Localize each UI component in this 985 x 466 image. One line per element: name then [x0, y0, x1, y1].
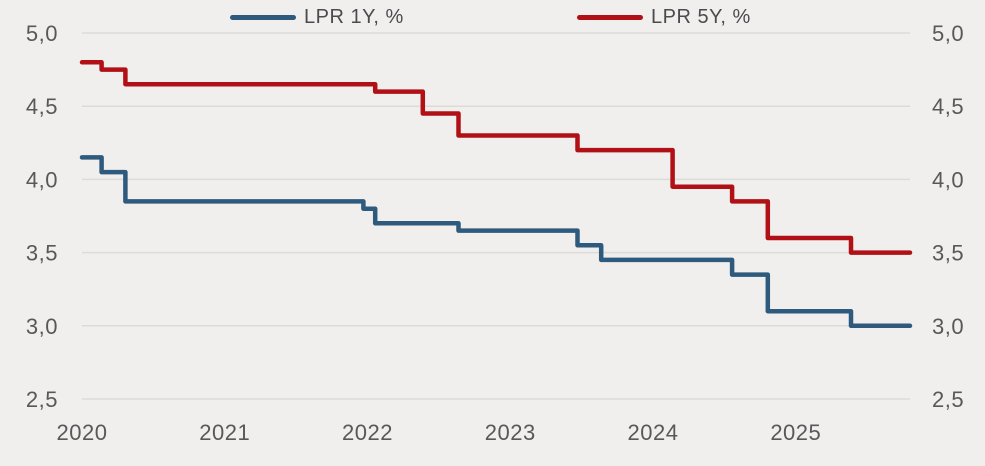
- y-tick-label-left: 5,0: [26, 21, 58, 46]
- legend-item-lpr-1y: LPR 1Y, %: [230, 6, 404, 28]
- x-tick-label: 2025: [770, 420, 821, 445]
- y-tick-label-right: 3,5: [932, 241, 964, 266]
- legend-label-lpr-1y: LPR 1Y, %: [304, 5, 404, 28]
- legend-line-swatch-red: [577, 14, 643, 20]
- legend-label-lpr-5y: LPR 5Y, %: [651, 5, 751, 28]
- x-tick-label: 2022: [342, 420, 393, 445]
- y-tick-label-right: 3,0: [932, 314, 964, 339]
- x-tick-label: 2020: [57, 420, 108, 445]
- y-tick-label-right: 4,0: [932, 167, 964, 192]
- y-tick-label-left: 4,5: [26, 94, 58, 119]
- x-tick-label: 2021: [199, 420, 250, 445]
- y-tick-label-left: 2,5: [26, 387, 58, 412]
- x-tick-label: 2024: [628, 420, 679, 445]
- legend-item-lpr-5y: LPR 5Y, %: [577, 6, 751, 28]
- series-line-lpr-5y: [79, 60, 913, 255]
- y-tick-label-left: 4,0: [26, 167, 58, 192]
- x-tick-label: 2023: [485, 420, 536, 445]
- y-tick-label-left: 3,0: [26, 314, 58, 339]
- legend: LPR 1Y, % LPR 5Y, %: [0, 6, 985, 30]
- y-tick-label-right: 4,5: [932, 94, 964, 119]
- legend-line-swatch-blue: [230, 14, 296, 20]
- y-tick-label-right: 5,0: [932, 21, 964, 46]
- y-tick-label-left: 3,5: [26, 241, 58, 266]
- series-line-lpr-1y: [79, 155, 913, 329]
- y-tick-label-right: 2,5: [932, 387, 964, 412]
